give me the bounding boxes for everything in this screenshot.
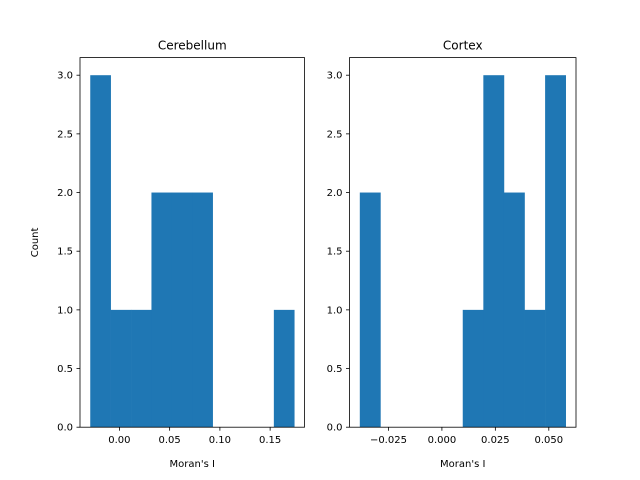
cortex-x-tick-label: 0.000 [428,435,457,446]
cortex-title: Cortex [443,39,483,53]
cerebellum-x-axis-label: Moran's I [170,459,215,470]
cerebellum-y-tick-label: 1.0 [57,305,73,316]
cortex-x-tick-label: −0.025 [370,435,407,446]
cerebellum-x-tick-label: 0.05 [159,435,181,446]
cerebellum-bars [90,75,295,428]
cortex-x-axis-ticks: −0.025 0.000 0.025 0.050 [370,427,563,446]
cortex-histogram-panel: −0.025 0.000 0.025 0.050 0.0 0.5 1.0 1.5 2.0 2.5… [327,39,577,470]
cerebellum-y-axis-ticks: 0.0 0.5 1.0 1.5 2.0 2.5 3.0 [57,71,80,434]
cerebellum-x-axis-ticks: 0.00 0.05 0.10 0.15 [108,427,281,446]
cortex-x-tick-label: 0.025 [481,435,510,446]
cerebellum-y-tick-label: 0.0 [57,423,73,434]
cerebellum-title: Cerebellum [158,39,227,53]
cerebellum-bar [131,309,152,428]
cerebellum-x-tick-label: 0.15 [259,435,281,446]
cerebellum-x-tick-label: 0.10 [209,435,231,446]
cortex-bar [462,309,484,428]
cortex-bar [545,75,566,428]
cerebellum-axes-frame [79,57,305,428]
cortex-bars [359,75,566,428]
cortex-y-axis-ticks: 0.0 0.5 1.0 1.5 2.0 2.5 3.0 [327,71,350,434]
cerebellum-x-tick-label: 0.00 [108,435,130,446]
cerebellum-histogram-panel: 0.00 0.05 0.10 0.15 0.0 0.5 1.0 1.5 2.0 2.5 3.0 C… [30,39,305,470]
cerebellum-y-tick-label: 3.0 [57,71,73,82]
cortex-bar [524,309,546,428]
cerebellum-y-axis-label: Count [30,227,41,257]
cerebellum-y-tick-label: 1.5 [57,247,73,258]
cerebellum-bar [273,309,295,428]
cortex-y-tick-label: 2.5 [327,129,343,140]
cortex-y-tick-label: 0.0 [327,423,343,434]
cortex-bar [359,192,381,428]
cerebellum-y-tick-label: 2.5 [57,129,73,140]
cerebellum-bar [171,192,193,428]
cerebellum-y-tick-label: 0.5 [57,364,73,375]
cerebellum-y-tick-label: 2.0 [57,188,73,199]
cortex-x-axis-label: Moran's I [440,459,485,470]
cerebellum-bar [192,192,213,428]
cerebellum-bar [110,309,132,428]
cortex-y-tick-label: 2.0 [327,188,343,199]
cerebellum-bar [151,192,173,428]
cortex-y-tick-label: 1.0 [327,305,343,316]
cortex-bar [503,192,525,428]
cortex-bar [483,75,505,428]
cortex-x-tick-label: 0.050 [534,435,563,446]
cortex-y-tick-label: 0.5 [327,364,343,375]
cortex-y-tick-label: 1.5 [327,247,343,258]
cortex-y-tick-label: 3.0 [327,71,343,82]
cortex-axes-frame [349,57,577,428]
cerebellum-bar [90,75,111,428]
